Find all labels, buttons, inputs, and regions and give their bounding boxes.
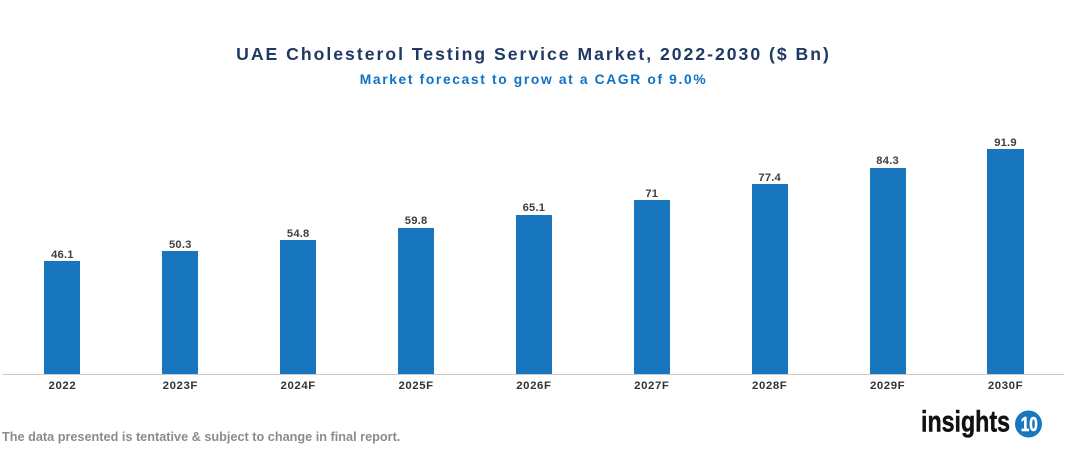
svg-text:10: 10 [1021, 414, 1038, 436]
svg-text:insights: insights [921, 406, 1010, 439]
